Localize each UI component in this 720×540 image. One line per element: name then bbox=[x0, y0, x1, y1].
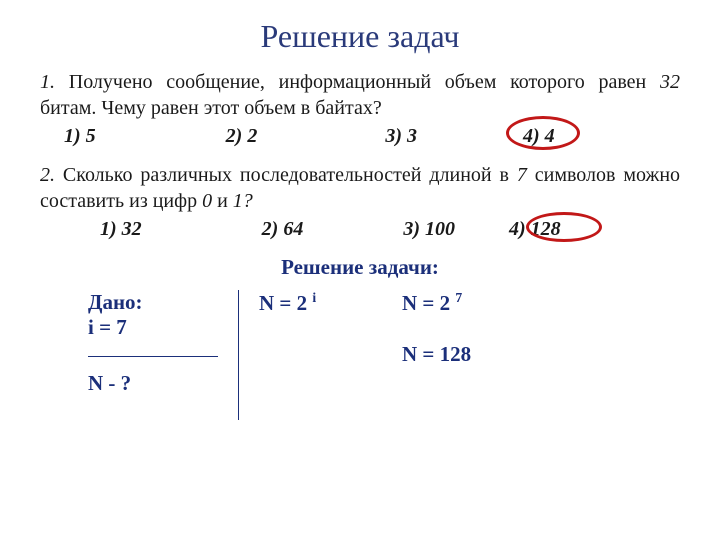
result-eq-1-base: N = 2 bbox=[402, 291, 450, 315]
given-line-1: i = 7 bbox=[88, 315, 238, 340]
problem-1-answers: 1) 5 2) 2 3) 3 4) 4 bbox=[40, 125, 680, 148]
given-divider bbox=[88, 356, 218, 357]
slide: Решение задач 1. Получено сообщение, инф… bbox=[0, 0, 720, 540]
formula-base: N = 2 bbox=[259, 291, 307, 315]
formula-column: N = 2 i bbox=[238, 290, 398, 420]
answer-2-1: 1) 32 bbox=[100, 218, 142, 241]
answer-2-3: 3) 100 bbox=[403, 218, 455, 241]
given-find: N - ? bbox=[88, 371, 238, 396]
answer-1-1: 1) 5 bbox=[64, 125, 96, 148]
solution-area: Дано: i = 7 N - ? N = 2 i N = 2 7 N = 12… bbox=[88, 290, 680, 420]
problem-1-text: 1. Получено сообщение, информационный об… bbox=[40, 69, 680, 121]
answer-2-4: 4) 128 bbox=[509, 218, 561, 241]
result-column: N = 2 7 N = 128 bbox=[398, 290, 471, 420]
result-eq-1: N = 2 7 bbox=[402, 290, 471, 316]
spacer bbox=[402, 316, 471, 342]
problem-2-body-c: и bbox=[217, 190, 228, 212]
problem-2-body-a: Сколько различных последовательностей дл… bbox=[63, 164, 509, 186]
given-label: Дано: bbox=[88, 290, 238, 315]
result-eq-1-exp: 7 bbox=[455, 290, 462, 305]
slide-title: Решение задач bbox=[40, 18, 680, 55]
result-eq-2: N = 128 bbox=[402, 342, 471, 367]
problem-2-answers: 1) 32 2) 64 3) 100 4) 128 bbox=[40, 218, 680, 241]
problem-2-value-1: 7 bbox=[517, 164, 527, 186]
problem-2-text: 2. Сколько различных последовательностей… bbox=[40, 162, 680, 214]
answer-1-3: 3) 3 bbox=[385, 125, 417, 148]
problem-2-value-3: 1? bbox=[233, 190, 253, 212]
problem-1-body-a: Получено сообщение, информационный объем… bbox=[69, 71, 647, 93]
answer-2-2: 2) 64 bbox=[262, 218, 304, 241]
answer-1-4: 4) 4 bbox=[523, 125, 555, 148]
solution-heading: Решение задачи: bbox=[40, 255, 680, 280]
problem-2-value-2: 0 bbox=[202, 190, 212, 212]
answer-1-2: 2) 2 bbox=[226, 125, 258, 148]
formula-eq: N = 2 i bbox=[259, 290, 398, 316]
formula-exp: i bbox=[312, 290, 316, 305]
given-column: Дано: i = 7 N - ? bbox=[88, 290, 238, 420]
problem-2-number: 2. bbox=[40, 164, 55, 186]
problem-1-body-b: битам. Чему равен этот объем в байтах? bbox=[40, 97, 382, 119]
problem-1-number: 1. bbox=[40, 71, 55, 93]
problem-1-value: 32 bbox=[660, 71, 680, 93]
